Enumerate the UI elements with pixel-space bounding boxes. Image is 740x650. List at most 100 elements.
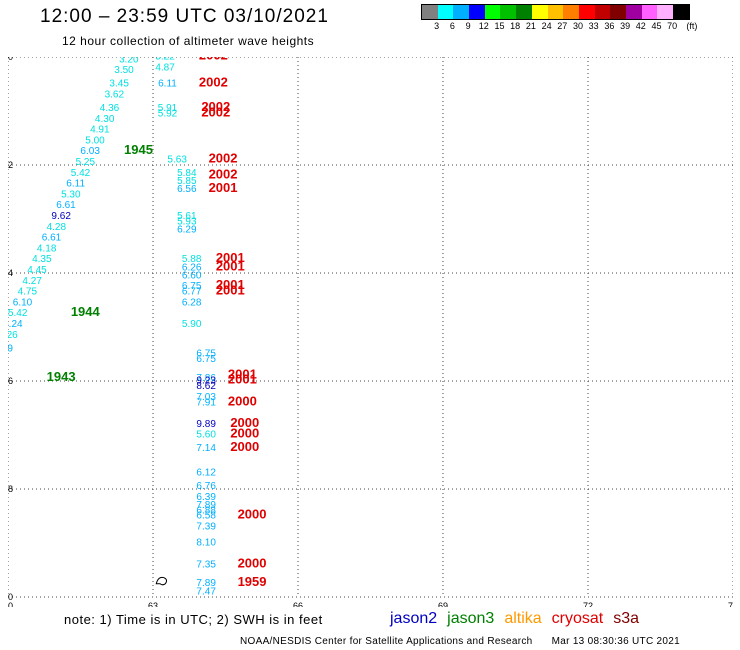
legend-swatch [437,5,454,19]
swh-label: 6.88 [196,505,216,516]
lat-tick-label: -20 [8,592,13,602]
swh-label: 4.36 [100,103,120,114]
legend-label: 12 [478,21,489,31]
time-label: 2000 [228,393,257,408]
legend-label: 18 [510,21,521,31]
legend-label: 15 [494,21,505,31]
lon-tick-label: 72 [583,601,593,607]
swh-label: 5.42 [71,168,91,179]
swh-label: 3.20 [119,57,139,65]
satellite-jason2: jason2 [390,610,438,627]
swh-label: 7.03 [196,392,216,403]
swh-label: 4.18 [37,243,57,254]
time-label: 2002 [209,150,238,165]
swh-label: 9.62 [51,211,71,222]
legend-swatch [422,5,438,19]
satellite-legend: jason2 jason3 altika cryosat s3a [390,610,649,628]
legend-swatch [531,5,548,19]
time-label: 2001 [216,250,245,265]
time-label: 1945 [124,142,153,157]
swh-label: 6.75 [182,281,202,292]
time-label: 2000 [238,507,267,522]
swh-label: 6.75 [196,354,216,365]
legend-label: 42 [635,21,646,31]
lat-tick-label: -14 [8,268,13,278]
swh-label: 6.24 [8,319,23,330]
lon-tick-label: 66 [293,601,303,607]
swh-label: 8.10 [196,538,216,549]
swh-label: 6.77 [182,287,202,298]
lon-tick-label: 63 [148,601,158,607]
swh-label: 6.29 [177,225,197,236]
legend-label: 6 [449,21,455,31]
wave-height-map: 606366697275-10-12-14-16-18-20 3.203.503… [8,57,733,607]
legend-label: 45 [651,21,662,31]
swh-label: 5.91 [158,103,178,114]
legend-label: 21 [525,21,536,31]
swh-label: 5.63 [167,154,187,165]
legend-swatch [484,5,501,19]
credit-timestamp: Mar 13 08:30:36 UTC 2021 [551,636,681,647]
swh-label: 7.86 [196,373,216,384]
swh-label: 5.42 [8,308,28,319]
time-label: 2001 [228,366,257,381]
time-label: 1943 [47,369,76,384]
swh-label: 3.62 [105,90,125,101]
time-label: 2002 [201,99,230,114]
lon-tick-label: 75 [728,601,733,607]
swh-label: 6.10 [13,297,33,308]
time-label: 2000 [230,415,259,430]
swh-label: 6.39 [196,492,216,503]
time-label: 2001 [228,372,257,387]
time-label: 2001 [216,277,245,292]
legend-label: 33 [588,21,599,31]
swh-label: 6.59 [8,343,13,354]
swh-label: 5.22 [155,57,175,63]
credit-line: NOAA/NESDIS Center for Satellite Applica… [240,636,696,647]
legend-swatch [516,5,532,19]
legend-swatch [610,5,626,19]
time-labels: 2002200220022002200220022001200120012001… [47,57,267,589]
legend-swatch [578,5,595,19]
swh-label: 6.28 [182,297,202,308]
time-label: 2000 [238,555,267,570]
time-label: 1959 [238,574,267,589]
swh-label: 4.87 [155,63,175,74]
legend-swatch [547,5,564,19]
legend-label: 39 [620,21,631,31]
time-label: 2002 [201,104,230,119]
satellite-cryosat: cryosat [551,610,604,627]
swh-label: 6.58 [196,511,216,522]
swh-label: 5.00 [85,135,105,146]
time-label: 2000 [230,439,259,454]
swh-label: 4.30 [95,114,115,125]
swh-label: 6.75 [196,349,216,360]
legend-label: 36 [604,21,615,31]
swh-label: 5.61 [177,211,197,222]
swh-label: 4.75 [18,287,38,298]
swh-label: 5.88 [182,254,202,265]
time-label: 2001 [209,180,238,195]
legend-label: 27 [557,21,568,31]
legend-swatch [641,5,658,19]
swh-label: 9.14 [8,354,9,365]
swh-label: 3.50 [114,65,134,76]
map-subtitle: 12 hour collection of altimeter wave hei… [62,34,315,48]
swh-label: 6.11 [66,179,85,190]
legend-swatch [594,5,611,19]
lon-tick-label: 60 [8,601,13,607]
swh-label: 6.76 [196,481,216,492]
legend-swatch [657,5,673,19]
time-label: 2000 [230,426,259,441]
swh-label: 6.61 [56,200,76,211]
time-label: 2001 [216,283,245,298]
time-label: 2002 [199,57,228,63]
legend-swatch [563,5,579,19]
lat-tick-label: -16 [8,376,13,386]
swh-label: 5.60 [196,430,216,441]
swh-label: 7.89 [196,500,216,511]
lat-tick-label: -10 [8,57,13,62]
swh-label: 9.23 [196,376,216,387]
color-scale-legend [421,4,690,20]
satellite-jason3: jason3 [447,610,495,627]
